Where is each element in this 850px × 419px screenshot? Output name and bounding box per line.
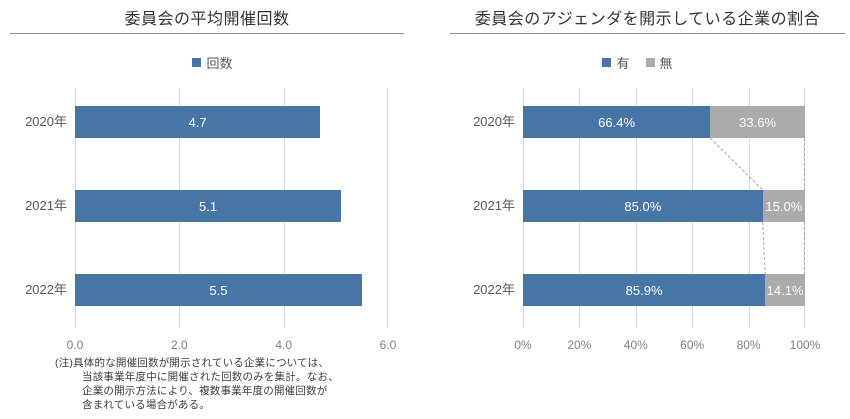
footnote-line: 含まれている場合がある。 xyxy=(82,399,211,411)
bar-segment: 5.1 xyxy=(75,190,342,222)
bar-value-label: 85.9% xyxy=(625,282,663,298)
legend-swatch-icon xyxy=(602,58,612,67)
bar-value-label: 5.5 xyxy=(209,282,228,298)
bar-value-label: 5.1 xyxy=(198,198,218,214)
legend-label: 無 xyxy=(659,56,673,71)
y-axis-category-label: 2021年 xyxy=(473,198,515,213)
right-chart-title: 委員会のアジェンダを開示している企業の割合 xyxy=(474,11,821,28)
right-chart-plot: 0% 20% 40% 60% 80% 100% 2020年 66.4% 33.6% 2021年 85… xyxy=(473,88,820,352)
bar-segment: 4.7 xyxy=(75,106,321,138)
footnote-line: 企業の開示方法により、複数事業年度の開催回数が xyxy=(82,385,328,397)
left-chart-legend: 回数 xyxy=(0,53,425,72)
bar-segment-有: 85.9% xyxy=(523,274,766,306)
x-axis-tick-label: 6.0 xyxy=(379,338,397,352)
bar-row: 2021年 85.0% 15.0% xyxy=(473,190,805,222)
bar-row: 2022年 85.9% 14.1% xyxy=(473,274,805,306)
y-axis-category-label: 2020年 xyxy=(25,114,67,129)
right-chart-panel: 委員会のアジェンダを開示している企業の割合 有無 0% 20% 40% 60% 80% 1… xyxy=(425,0,850,419)
x-axis-tick-label: 60% xyxy=(680,338,705,352)
left-title-rule xyxy=(10,33,404,34)
bar-segment-無: 33.6% xyxy=(710,106,805,138)
left-chart-panel: 委員会の平均開催回数 回数 0.0 2.0 4.0 6.0 2020年 4.7 2021年 5… xyxy=(0,11,425,412)
bar-row: 2021年 5.1 xyxy=(25,190,388,222)
x-axis-tick-label: 4.0 xyxy=(275,338,292,352)
bar-value-label: 85.0% xyxy=(624,198,662,214)
legend-label: 有 xyxy=(616,56,630,71)
bar-segment-無: 15.0% xyxy=(762,190,805,222)
footnote-line: (注)具体的な開催回数が開示されている企業については、 xyxy=(55,357,330,369)
bar-segment-有: 66.4% xyxy=(523,106,711,138)
x-axis-tick-label: 0% xyxy=(514,338,532,352)
bar-value-label: 33.6% xyxy=(739,114,777,130)
x-axis-tick-label: 20% xyxy=(567,338,592,352)
connector-lines xyxy=(709,137,805,275)
x-axis-tick-label: 2.0 xyxy=(170,338,188,352)
bar-value-label: 66.4% xyxy=(598,114,636,130)
connector-dashed-line xyxy=(709,137,764,191)
bar-row: 2020年 4.7 xyxy=(25,106,388,138)
left-chart-plot: 0.0 2.0 4.0 6.0 2020年 4.7 2021年 5.1 2022年 5.5 xyxy=(25,88,396,352)
bar-segment: 5.5 xyxy=(75,274,362,306)
bar-row: 2020年 66.4% 33.6% xyxy=(473,106,805,138)
gridline xyxy=(387,88,388,328)
footnote-line: 当該事業年度中に開催された回数のみを集計。なお、 xyxy=(82,371,339,383)
legend-item: 有 xyxy=(602,53,630,72)
bar-segment-有: 85.0% xyxy=(523,190,763,222)
left-chart-title: 委員会の平均開催回数 xyxy=(124,11,290,28)
bar-value-label: 4.7 xyxy=(188,114,207,130)
bar-row: 2022年 5.5 xyxy=(25,274,388,306)
legend-swatch-icon xyxy=(645,58,655,67)
y-axis-category-label: 2020年 xyxy=(473,114,515,129)
bar-value-label: 14.1% xyxy=(766,282,804,298)
x-axis-tick-label: 40% xyxy=(623,338,648,352)
bar-segment-無: 14.1% xyxy=(765,274,805,306)
y-axis-category-label: 2021年 xyxy=(25,198,67,213)
legend-swatch-icon xyxy=(192,58,202,67)
right-chart-legend: 有無 xyxy=(425,53,850,72)
footnote: (注)具体的な開催回数が開示されている企業については、当該事業年度中に開催された… xyxy=(55,356,339,412)
connector-dashed-line xyxy=(762,221,766,275)
x-axis-tick-label: 0.0 xyxy=(66,338,84,352)
legend-item: 無 xyxy=(645,53,673,72)
x-axis-tick-label: 100% xyxy=(789,338,821,352)
x-axis-tick-label: 80% xyxy=(736,338,761,352)
y-axis-category-label: 2022年 xyxy=(25,282,67,297)
y-axis-category-label: 2022年 xyxy=(473,282,515,297)
legend-item: 回数 xyxy=(192,53,233,72)
bar-value-label: 15.0% xyxy=(765,198,803,214)
legend-label: 回数 xyxy=(206,56,233,71)
right-title-rule xyxy=(450,33,845,34)
